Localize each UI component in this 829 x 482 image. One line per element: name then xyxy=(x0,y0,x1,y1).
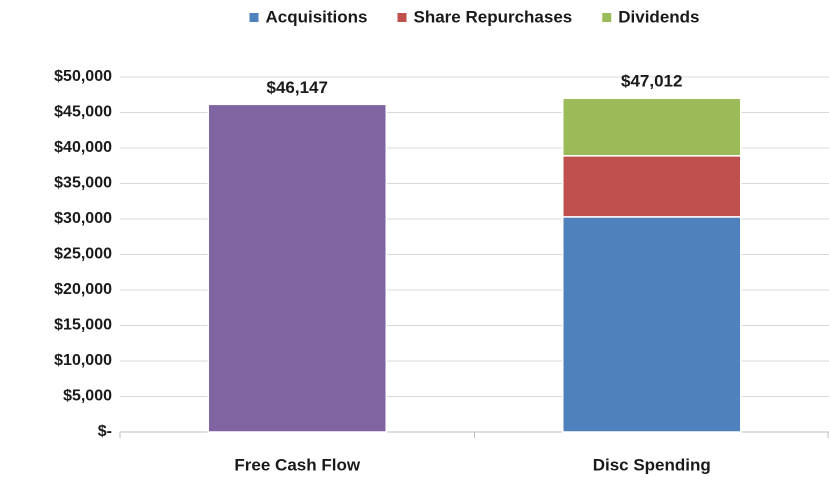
y-tick-label: $15,000 xyxy=(54,317,112,334)
legend-swatch xyxy=(249,13,259,22)
legend-label: Dividends xyxy=(618,7,699,26)
bar-segment xyxy=(207,103,387,433)
y-tick-label: $50,000 xyxy=(54,68,112,85)
bar-segment xyxy=(562,97,742,157)
y-tick-label: $5,000 xyxy=(63,388,112,405)
y-tick-label: $45,000 xyxy=(54,104,112,121)
y-tick-label: $35,000 xyxy=(54,175,112,192)
y-tick-label: $20,000 xyxy=(54,281,112,298)
y-tick-label: $- xyxy=(98,423,112,440)
y-tick-label: $40,000 xyxy=(54,139,112,156)
y-tick-label: $25,000 xyxy=(54,246,112,263)
bar-segment xyxy=(562,216,742,433)
total-label: $47,012 xyxy=(621,72,682,91)
legend-label: Acquisitions xyxy=(265,7,367,26)
x-tick-label: Free Cash Flow xyxy=(234,455,360,474)
y-tick-label: $10,000 xyxy=(54,352,112,369)
data-label: $46,147 xyxy=(267,78,328,97)
bar-segment xyxy=(562,155,742,218)
legend-swatch xyxy=(397,13,407,22)
x-tick-label: Disc Spending xyxy=(593,455,711,474)
y-tick-label: $30,000 xyxy=(54,210,112,227)
legend-swatch xyxy=(602,13,612,22)
legend: Acquisitions Share Repurchases Dividends xyxy=(249,7,700,26)
legend-label: Share Repurchases xyxy=(414,7,573,26)
